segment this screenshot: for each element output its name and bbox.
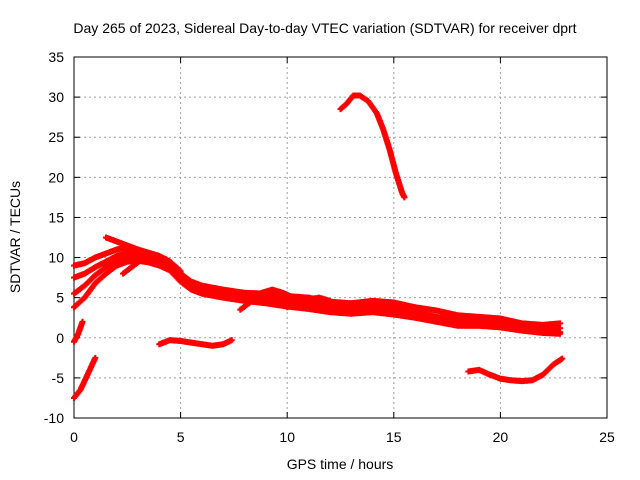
y-tick-label: 25 bbox=[48, 129, 64, 145]
series-arc-i bbox=[337, 92, 408, 201]
data-point bbox=[92, 354, 99, 361]
series-arc-c bbox=[71, 254, 564, 336]
y-tick-label: 10 bbox=[48, 250, 64, 266]
data-point bbox=[290, 294, 297, 301]
y-axis-label: SDTVAR / TECUs bbox=[7, 181, 23, 293]
y-tick-label: 5 bbox=[56, 290, 64, 306]
series-arc-l bbox=[156, 337, 235, 349]
x-tick-label: 10 bbox=[279, 429, 295, 445]
x-tick-label: 15 bbox=[386, 429, 402, 445]
data-point bbox=[559, 355, 566, 362]
data-point bbox=[228, 337, 235, 344]
series-arc-k bbox=[71, 354, 99, 401]
grid bbox=[74, 57, 607, 418]
y-tick-label: 35 bbox=[48, 49, 64, 65]
x-tick-label: 0 bbox=[70, 429, 78, 445]
y-tick-label: -5 bbox=[52, 370, 65, 386]
y-tick-label: -10 bbox=[44, 410, 64, 426]
y-tick-label: 15 bbox=[48, 209, 64, 225]
data-point bbox=[326, 297, 333, 304]
x-tick-label: 5 bbox=[177, 429, 185, 445]
y-tick-label: 0 bbox=[56, 330, 64, 346]
data-layer bbox=[71, 92, 566, 401]
series-arc-f bbox=[120, 252, 169, 277]
series-arc-j bbox=[71, 318, 86, 345]
data-point bbox=[79, 318, 86, 325]
series-arc-m bbox=[465, 355, 566, 385]
y-tick-label: 20 bbox=[48, 169, 64, 185]
plot-frame bbox=[73, 56, 608, 419]
data-point bbox=[162, 256, 169, 263]
data-point bbox=[177, 268, 184, 275]
y-tick-label: 30 bbox=[48, 89, 64, 105]
series-arc-h bbox=[284, 294, 333, 311]
data-point bbox=[557, 330, 564, 337]
x-axis-label: GPS time / hours bbox=[287, 456, 394, 472]
x-tick-label: 25 bbox=[599, 429, 615, 445]
series-arc-g bbox=[237, 286, 297, 313]
axis-ticks: 0 5 10 15 20 25 -10 -5 0 5 10 15 20 25 30 35 bbox=[44, 49, 615, 445]
chart-title: Day 265 of 2023, Sidereal Day-to-day VTE… bbox=[73, 20, 576, 36]
data-point bbox=[401, 194, 408, 201]
x-tick-label: 20 bbox=[493, 429, 509, 445]
